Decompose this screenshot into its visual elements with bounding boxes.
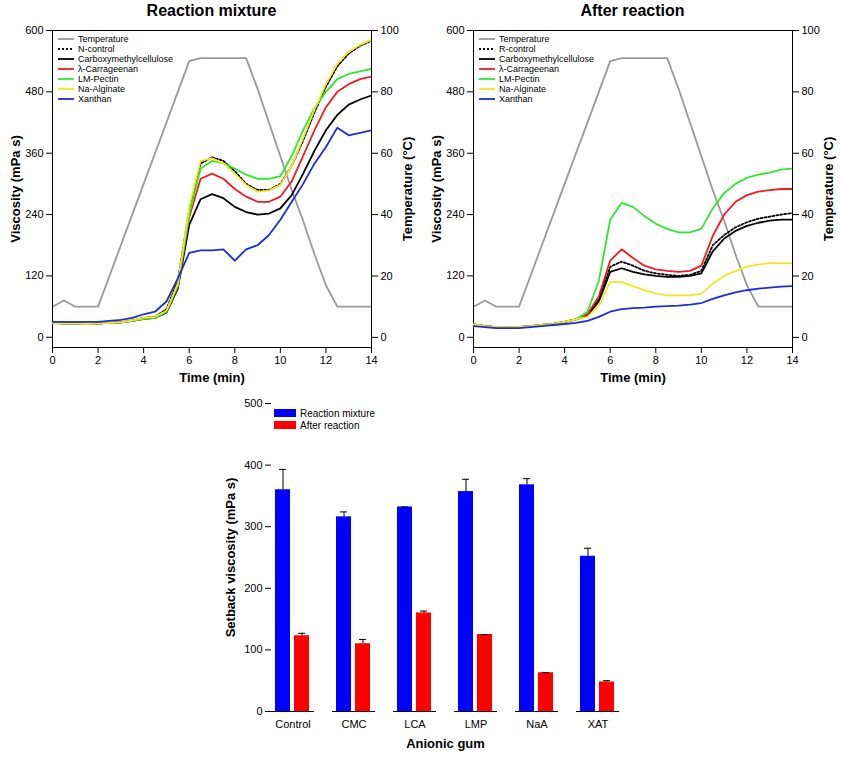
svg-text:12: 12	[741, 354, 753, 366]
svg-text:Temperature (°C): Temperature (°C)	[400, 137, 415, 242]
svg-text:20: 20	[802, 270, 814, 282]
svg-text:Viscosity (mPa s): Viscosity (mPa s)	[429, 135, 444, 242]
svg-text:Control: Control	[275, 718, 310, 730]
svg-text:LCA: LCA	[404, 718, 426, 730]
html-text:Carboxymethylcellulose: Carboxymethylcellulose	[499, 54, 594, 64]
html-text:Reaction mixture: Reaction mixture	[300, 407, 375, 419]
html-text:R-control: R-control	[499, 44, 536, 54]
svg-text:12: 12	[320, 354, 332, 366]
svg-text:20: 20	[381, 270, 393, 282]
html-text:LM-Pectin: LM-Pectin	[78, 74, 119, 84]
html-text:Temperature: Temperature	[499, 34, 550, 44]
svg-text:4: 4	[562, 354, 568, 366]
svg-text:XAT: XAT	[588, 718, 609, 730]
html-text:Temperature: Temperature	[78, 34, 129, 44]
svg-text:100: 100	[381, 24, 399, 36]
svg-text:100: 100	[244, 643, 262, 655]
svg-text:Time (min): Time (min)	[600, 370, 666, 385]
svg-text:LMP: LMP	[465, 718, 488, 730]
svg-text:2: 2	[95, 354, 101, 366]
svg-text:6: 6	[607, 354, 613, 366]
svg-text:0: 0	[802, 331, 808, 343]
svg-text:14: 14	[365, 354, 377, 366]
html-text:λ-Carrageenan: λ-Carrageenan	[499, 64, 559, 74]
svg-text:2: 2	[516, 354, 522, 366]
svg-text:600: 600	[25, 24, 43, 36]
svg-text:40: 40	[381, 208, 393, 220]
html-text:Na-Alginate: Na-Alginate	[78, 84, 125, 94]
svg-text:480: 480	[446, 85, 464, 97]
svg-text:Viscosity (mPa s): Viscosity (mPa s)	[8, 135, 23, 242]
svg-text:14: 14	[786, 354, 798, 366]
svg-text:120: 120	[25, 269, 43, 281]
svg-text:500: 500	[244, 397, 262, 409]
svg-text:Setback viscosity (mPa s): Setback viscosity (mPa s)	[223, 478, 238, 638]
svg-text:100: 100	[802, 24, 820, 36]
svg-text:600: 600	[446, 24, 464, 36]
svg-text:0: 0	[458, 331, 464, 343]
svg-text:200: 200	[244, 582, 262, 594]
svg-text:60: 60	[381, 147, 393, 159]
svg-text:0: 0	[49, 354, 55, 366]
svg-text:NaA: NaA	[526, 718, 548, 730]
svg-text:300: 300	[244, 520, 262, 532]
svg-text:0: 0	[256, 705, 262, 717]
html-text:Xanthan: Xanthan	[78, 94, 112, 104]
svg-text:0: 0	[381, 331, 387, 343]
svg-text:400: 400	[244, 459, 262, 471]
html-text:Reaction mixture: Reaction mixture	[146, 2, 277, 19]
svg-text:80: 80	[381, 85, 393, 97]
svg-text:60: 60	[802, 147, 814, 159]
svg-text:Time (min): Time (min)	[179, 370, 245, 385]
html-text:After reaction: After reaction	[580, 2, 685, 19]
svg-text:6: 6	[186, 354, 192, 366]
svg-text:Temperature (°C): Temperature (°C)	[821, 137, 836, 242]
svg-text:10: 10	[695, 354, 707, 366]
svg-text:360: 360	[25, 147, 43, 159]
svg-text:Anionic gum: Anionic gum	[406, 736, 485, 751]
svg-text:240: 240	[25, 208, 43, 220]
html-text:Na-Alginate: Na-Alginate	[499, 84, 546, 94]
svg-text:80: 80	[802, 85, 814, 97]
html-text:N-control: N-control	[78, 44, 115, 54]
svg-text:120: 120	[446, 269, 464, 281]
svg-text:0: 0	[470, 354, 476, 366]
html-text:λ-Carrageenan: λ-Carrageenan	[78, 64, 138, 74]
html-text:LM-Pectin: LM-Pectin	[499, 74, 540, 84]
html-text:Carboxymethylcellulose: Carboxymethylcellulose	[78, 54, 173, 64]
svg-text:4: 4	[141, 354, 147, 366]
svg-text:10: 10	[274, 354, 286, 366]
html-text:After reaction: After reaction	[300, 419, 360, 431]
svg-text:40: 40	[802, 208, 814, 220]
svg-text:8: 8	[653, 354, 659, 366]
svg-text:480: 480	[25, 85, 43, 97]
svg-text:360: 360	[446, 147, 464, 159]
html-text:Xanthan: Xanthan	[499, 94, 533, 104]
svg-text:CMC: CMC	[341, 718, 366, 730]
svg-text:8: 8	[232, 354, 238, 366]
svg-text:240: 240	[446, 208, 464, 220]
svg-text:0: 0	[37, 331, 43, 343]
